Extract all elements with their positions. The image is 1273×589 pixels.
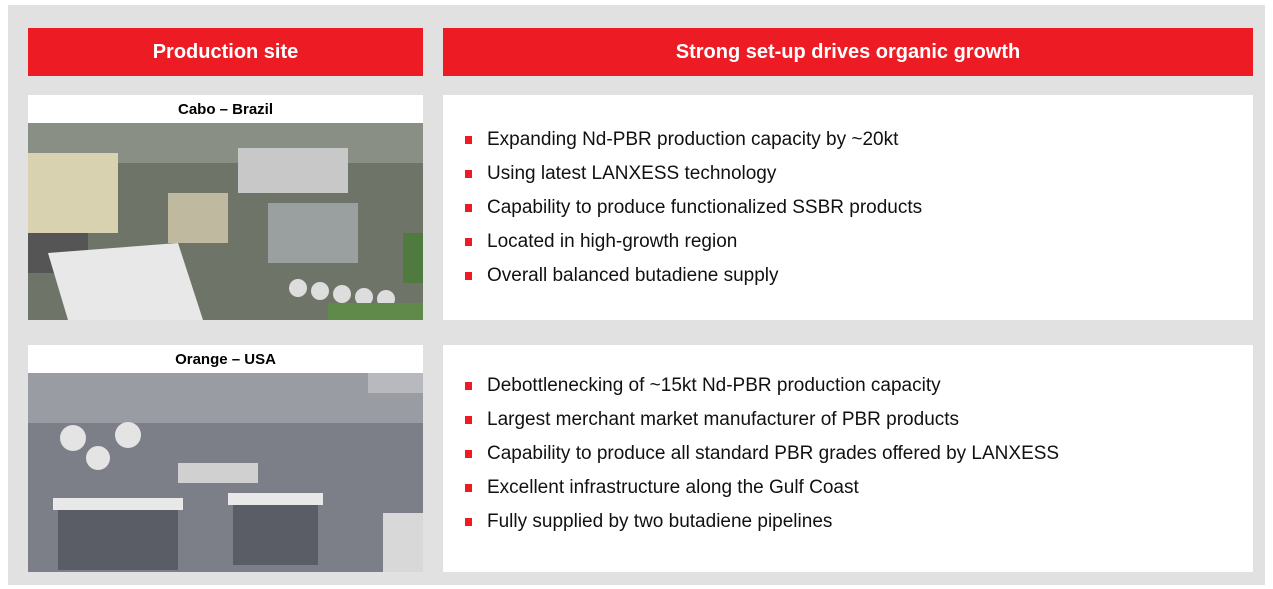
bullet: Excellent infrastructure along the Gulf … [465,471,1059,505]
site-name: Orange – USA [175,351,276,368]
header-left: Production site [28,28,423,76]
bullet: Located in high-growth region [465,225,922,259]
bullet: Using latest LANXESS technology [465,157,922,191]
bullet-card: Expanding Nd-PBR production capacity by … [443,95,1253,320]
bullet: Capability to produce all standard PBR g… [465,437,1059,471]
bullet: Debottlenecking of ~15kt Nd-PBR producti… [465,369,1059,403]
bullet-list: Expanding Nd-PBR production capacity by … [465,123,922,293]
bullet-card: Debottlenecking of ~15kt Nd-PBR producti… [443,345,1253,572]
bullet: Overall balanced butadiene supply [465,259,922,293]
site-photo [28,373,423,572]
site-card: Cabo – Brazil [28,95,423,320]
bullet: Largest merchant market manufacturer of … [465,403,1059,437]
site-card: Orange – USA [28,345,423,572]
site-photo [28,123,423,320]
bullet: Expanding Nd-PBR production capacity by … [465,123,922,157]
bullet-list: Debottlenecking of ~15kt Nd-PBR producti… [465,369,1059,539]
site-name: Cabo – Brazil [177,101,274,118]
bullet: Fully supplied by two butadiene pipeline… [465,505,1059,539]
panel: Production site Strong set-up drives org… [8,5,1265,585]
bullet: Capability to produce functionalized SSB… [465,191,922,225]
header-right: Strong set-up drives organic growth [443,28,1253,76]
